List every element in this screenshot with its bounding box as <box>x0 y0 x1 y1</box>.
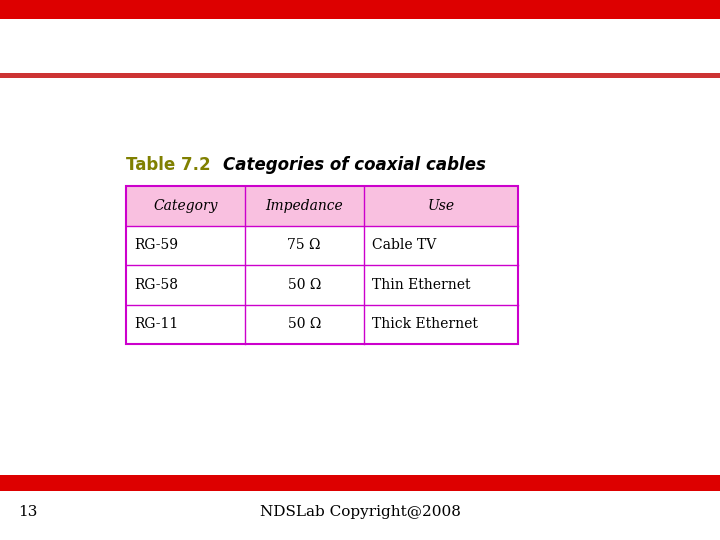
Text: RG-58: RG-58 <box>135 278 179 292</box>
Text: Table 7.2: Table 7.2 <box>126 156 211 174</box>
Text: Use: Use <box>428 199 454 213</box>
Text: RG-11: RG-11 <box>135 318 179 331</box>
Text: Category: Category <box>153 199 217 213</box>
Text: Cable TV: Cable TV <box>372 239 436 252</box>
Bar <box>0 475 720 491</box>
Bar <box>0 0 720 19</box>
Bar <box>126 186 518 344</box>
Bar <box>0 73 720 78</box>
Text: RG-59: RG-59 <box>135 239 179 252</box>
Text: Impedance: Impedance <box>266 199 343 213</box>
Text: Categories of coaxial cables: Categories of coaxial cables <box>223 156 486 174</box>
Text: 13: 13 <box>18 505 37 519</box>
Text: 50 Ω: 50 Ω <box>287 318 321 331</box>
Bar <box>126 186 518 226</box>
Text: 75 Ω: 75 Ω <box>287 239 321 252</box>
Text: NDSLab Copyright@2008: NDSLab Copyright@2008 <box>260 505 460 519</box>
Text: 50 Ω: 50 Ω <box>287 278 321 292</box>
Text: Thin Ethernet: Thin Ethernet <box>372 278 471 292</box>
Text: Thick Ethernet: Thick Ethernet <box>372 318 478 331</box>
